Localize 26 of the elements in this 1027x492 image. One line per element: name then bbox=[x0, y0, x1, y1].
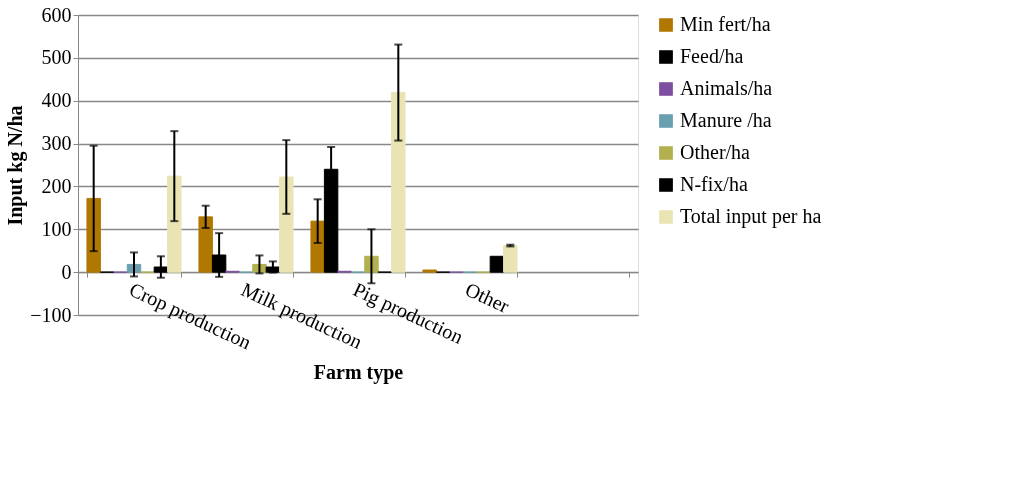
bar bbox=[198, 216, 213, 273]
bar bbox=[489, 255, 505, 273]
bar bbox=[503, 245, 518, 273]
x-axis-title: Farm type bbox=[313, 361, 404, 385]
y-tick-label: 100 bbox=[41, 217, 72, 240]
y-tick-label: 600 bbox=[41, 3, 72, 26]
y-tick-label: −100 bbox=[30, 303, 72, 326]
legend-label: Manure /ha bbox=[680, 109, 772, 131]
y-tick-label: 500 bbox=[41, 46, 72, 69]
y-tick-label: 200 bbox=[41, 174, 72, 197]
legend-label: Animals/ha bbox=[680, 77, 773, 99]
y-tick-label: 300 bbox=[41, 132, 72, 155]
x-tick-label: Other bbox=[462, 277, 513, 318]
bar bbox=[167, 175, 182, 273]
bar bbox=[422, 269, 437, 273]
bar bbox=[310, 220, 325, 273]
y-tick-label: 0 bbox=[61, 260, 72, 283]
y-axis-title: Input kg N/ha bbox=[4, 105, 28, 226]
legend-label: Feed/ha bbox=[680, 45, 744, 67]
bar bbox=[279, 176, 294, 273]
bar bbox=[391, 92, 406, 273]
y-tick-label: 400 bbox=[41, 89, 72, 112]
legend-label: N-fix/ha bbox=[680, 173, 748, 195]
legend-label: Other/ha bbox=[680, 141, 751, 163]
legend-label: Min fert/ha bbox=[680, 13, 771, 35]
legend-label: Total input per ha bbox=[680, 205, 822, 228]
